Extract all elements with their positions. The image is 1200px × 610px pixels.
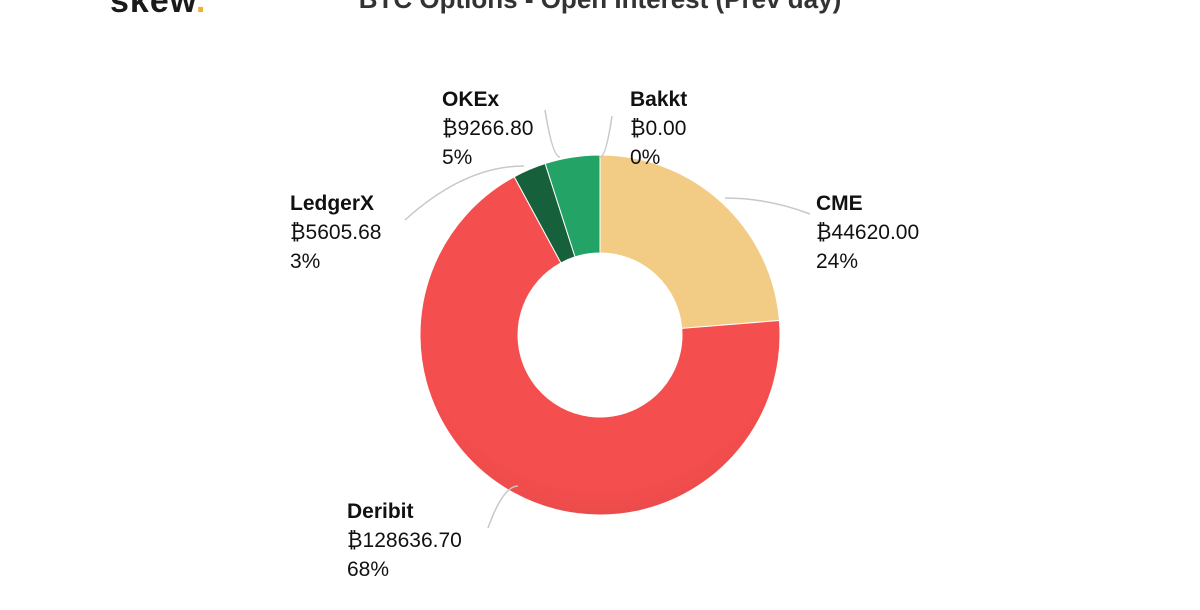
logo-dot: . bbox=[195, 0, 207, 20]
label-percent-okex: 5% bbox=[442, 146, 472, 169]
skew-logo: skew. bbox=[110, 0, 206, 21]
slices-group bbox=[419, 154, 781, 516]
leader-line-ledgerx bbox=[404, 165, 525, 221]
label-percent-cme: 24% bbox=[816, 250, 858, 273]
label-name-deribit: Deribit bbox=[347, 500, 414, 523]
slice-cme[interactable] bbox=[599, 154, 780, 329]
chart-title: BTC Options - Open Interest (Prev day) bbox=[0, 0, 1200, 15]
label-value-cme: ₿44620.00 bbox=[816, 221, 919, 244]
leader-lines-group bbox=[404, 109, 811, 529]
logo-text: skew bbox=[110, 0, 196, 20]
label-value-ledgerx: ₿5605.68 bbox=[290, 221, 381, 244]
leader-line-okex bbox=[544, 109, 561, 158]
leader-line-cme bbox=[724, 197, 811, 215]
label-name-okex: OKEx bbox=[442, 88, 500, 111]
label-percent-ledgerx: 3% bbox=[290, 250, 320, 273]
label-name-cme: CME bbox=[816, 192, 863, 215]
label-percent-bakkt: 0% bbox=[630, 146, 660, 169]
leader-line-deribit bbox=[487, 485, 519, 529]
label-value-okex: ₿9266.80 bbox=[442, 117, 533, 140]
label-percent-deribit: 68% bbox=[347, 558, 389, 581]
label-value-bakkt: ₿0.00 bbox=[630, 117, 686, 140]
label-value-deribit: ₿128636.70 bbox=[347, 529, 462, 552]
label-name-bakkt: Bakkt bbox=[630, 88, 687, 111]
label-name-ledgerx: LedgerX bbox=[290, 192, 374, 215]
labels-group: CME ₿44620.00 24% Deribit ₿128636.70 68% Ledge… bbox=[290, 88, 919, 581]
leader-line-bakkt bbox=[599, 115, 613, 158]
